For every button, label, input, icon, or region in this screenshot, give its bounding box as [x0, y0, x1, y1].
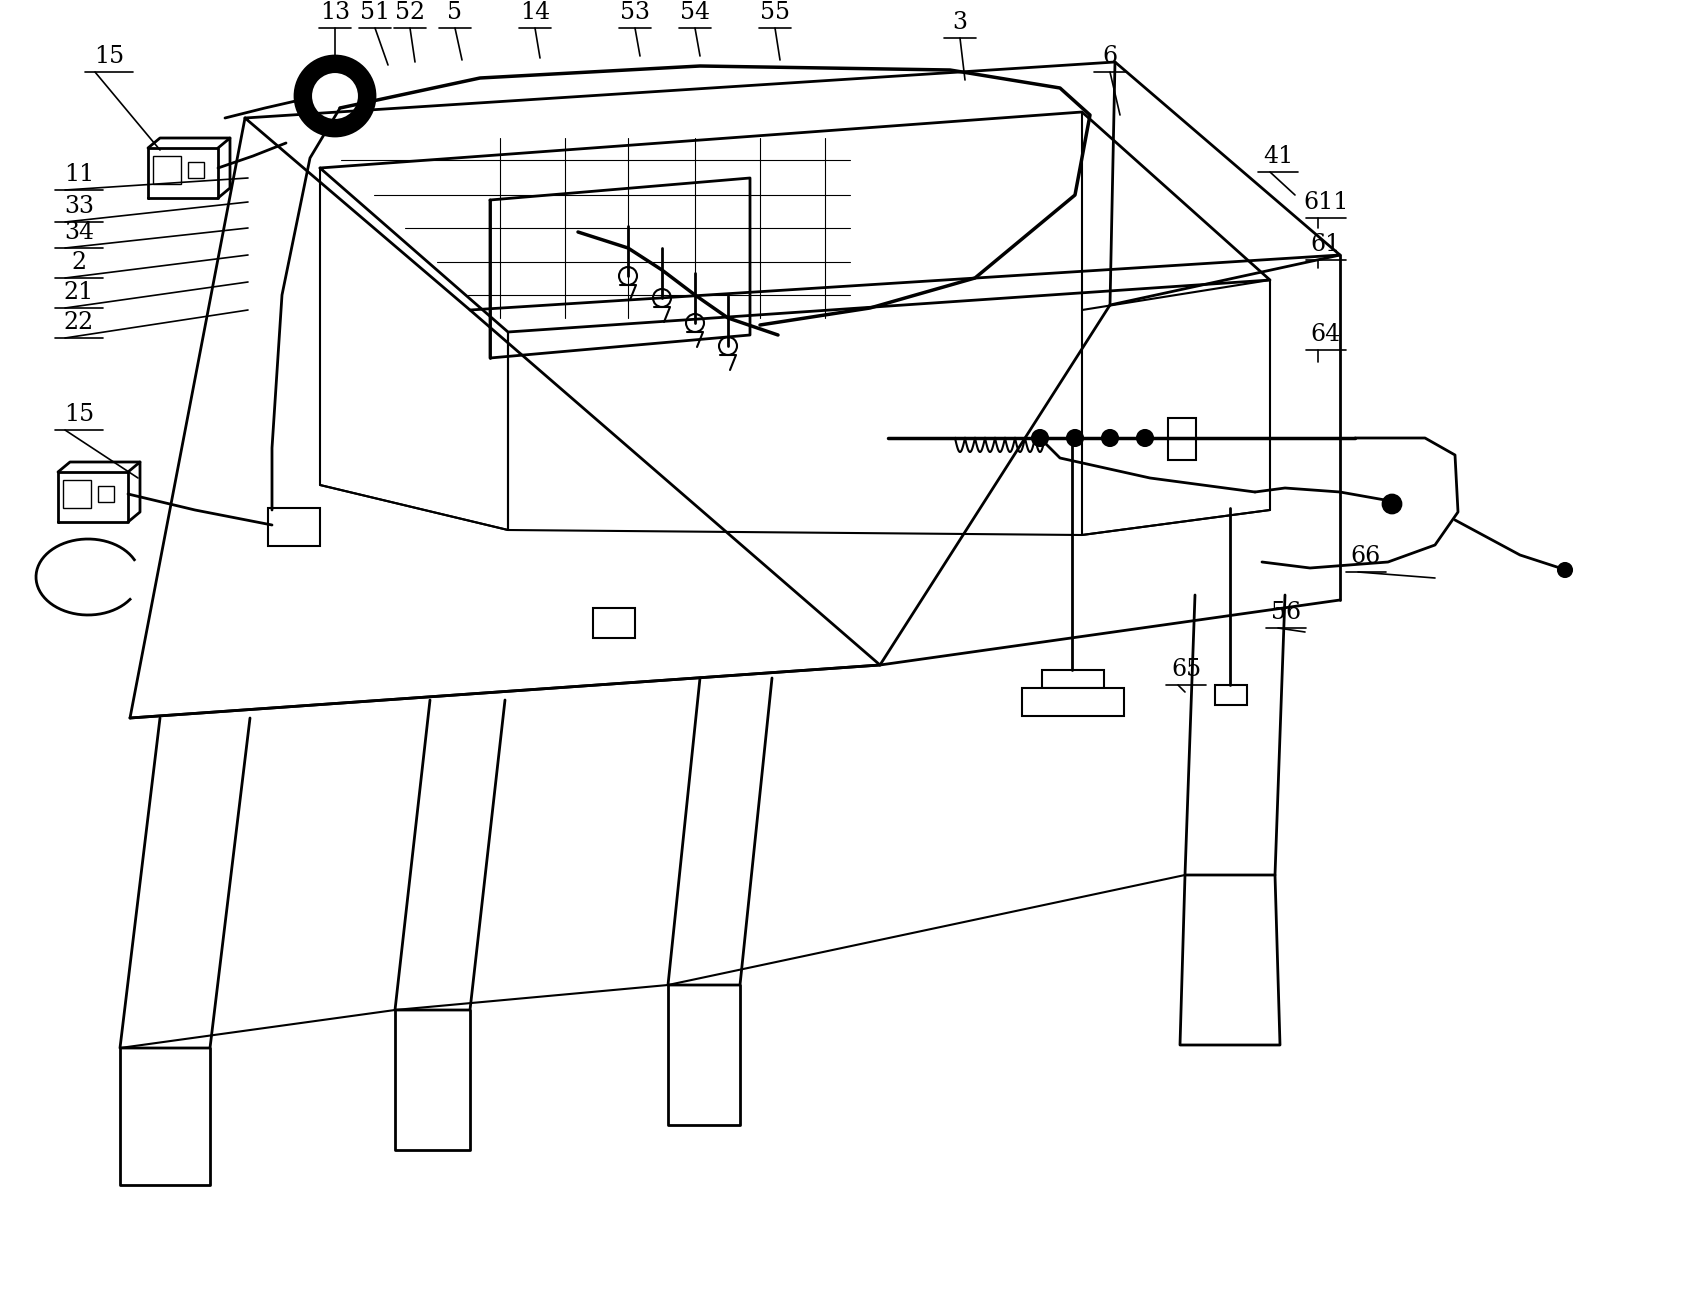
- Text: 61: 61: [1311, 233, 1341, 256]
- Circle shape: [618, 267, 637, 285]
- Bar: [593, 608, 635, 638]
- Circle shape: [720, 337, 736, 355]
- Text: 51: 51: [360, 1, 390, 25]
- Circle shape: [1067, 431, 1083, 446]
- Bar: [269, 508, 319, 546]
- Circle shape: [1032, 431, 1047, 446]
- Circle shape: [1137, 431, 1154, 446]
- Text: 52: 52: [395, 1, 426, 25]
- Text: 56: 56: [1270, 601, 1301, 624]
- Circle shape: [296, 56, 375, 136]
- Text: 55: 55: [760, 1, 790, 25]
- Bar: [98, 486, 113, 502]
- Text: 22: 22: [64, 311, 95, 335]
- Text: 14: 14: [520, 1, 551, 25]
- Bar: [62, 480, 91, 508]
- Circle shape: [654, 289, 671, 307]
- Text: 33: 33: [64, 195, 95, 218]
- Circle shape: [1101, 431, 1118, 446]
- Text: 11: 11: [64, 163, 95, 185]
- Text: 6: 6: [1103, 45, 1118, 67]
- Text: 21: 21: [64, 281, 95, 303]
- Text: 64: 64: [1311, 323, 1341, 346]
- Text: 5: 5: [448, 1, 463, 25]
- Bar: [1169, 418, 1196, 460]
- Text: 41: 41: [1263, 145, 1294, 169]
- Bar: [1022, 687, 1123, 716]
- Text: 34: 34: [64, 220, 95, 244]
- Circle shape: [311, 73, 360, 121]
- Text: 15: 15: [95, 45, 123, 67]
- Text: 3: 3: [953, 10, 968, 34]
- Text: 65: 65: [1170, 658, 1201, 681]
- Bar: [1214, 685, 1246, 706]
- Text: 611: 611: [1304, 191, 1350, 214]
- Circle shape: [1383, 495, 1400, 514]
- Bar: [187, 162, 204, 178]
- Text: 54: 54: [681, 1, 709, 25]
- Text: 15: 15: [64, 403, 95, 425]
- Text: 53: 53: [620, 1, 650, 25]
- Text: 13: 13: [319, 1, 350, 25]
- Circle shape: [1557, 563, 1572, 577]
- Bar: [1042, 671, 1105, 687]
- Bar: [154, 156, 181, 184]
- Text: 2: 2: [71, 252, 86, 274]
- Text: 66: 66: [1351, 545, 1382, 568]
- Circle shape: [686, 314, 704, 332]
